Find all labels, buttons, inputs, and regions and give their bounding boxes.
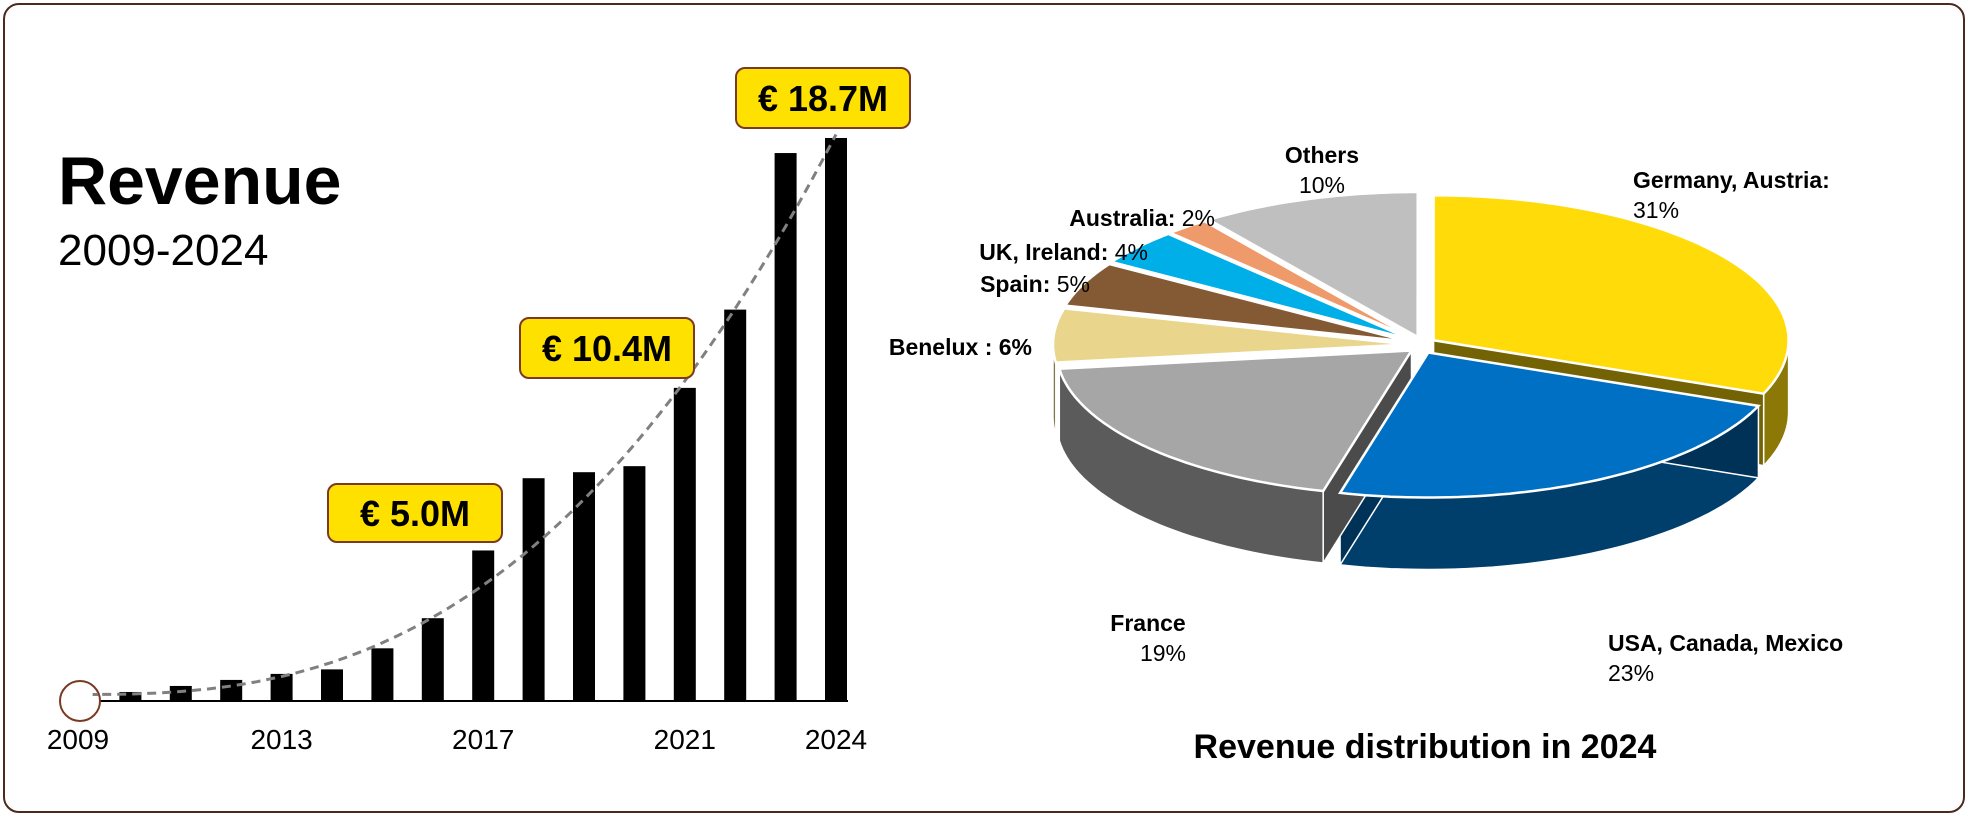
bar-2011 [169, 685, 192, 701]
bar-2022 [724, 309, 747, 701]
pie-slice-1 [1337, 351, 1762, 499]
pie-labels: Germany, Austria: 31% USA, Canada, Mexico 2… [889, 142, 1843, 686]
callout-label: € 10.4M [542, 328, 672, 369]
pie-label-6: Australia: 2% [1069, 205, 1215, 231]
pie-label-3: Benelux : 6% [889, 334, 1032, 360]
pie-slice-3 [1051, 307, 1409, 364]
pie-chart: Germany, Austria: 31% USA, Canada, Mexico 2… [889, 142, 1843, 686]
pie-label-4: Spain: 5% [980, 271, 1090, 297]
pie-label-value: 2% [1182, 205, 1215, 231]
pie-label-name-0: Germany, Austria: [1633, 167, 1830, 193]
bar-chart: 2009 2013 2017 2021 2024 € 5.0M € 10.4M € 18.7M [47, 67, 911, 755]
bar-2013 [270, 673, 293, 701]
x-tick-label-2013: 2013 [250, 724, 312, 755]
pie-slice-6 [1166, 219, 1414, 340]
pie-top-faces [1051, 190, 1790, 499]
pie-slice-0 [1432, 194, 1790, 396]
pie-label-name-1: USA, Canada, Mexico [1608, 630, 1843, 656]
pie-slice-7 [1205, 190, 1419, 340]
bar-2019 [573, 472, 595, 701]
bar-2021 [673, 387, 696, 701]
pie-label-value: 4% [1115, 239, 1148, 265]
pie-label-name-7: Others [1285, 142, 1359, 168]
bar-2010 [119, 691, 142, 701]
pie-label-name: UK, Ireland: [979, 239, 1114, 265]
pie-slice-4 [1063, 262, 1410, 343]
pie-label-value: 5% [1057, 271, 1090, 297]
x-tick-label-2021: 2021 [654, 724, 716, 755]
callout-box [327, 483, 503, 543]
bar-2017 [472, 550, 495, 701]
bar-2012 [220, 679, 243, 701]
pie-label-name: Australia: [1069, 205, 1181, 231]
x-tick-label-2024: 2024 [805, 724, 867, 755]
callout-2020.9: € 10.4M [519, 317, 695, 379]
pie-label-name: Benelux : [889, 334, 999, 360]
pie-label-name: Spain: [980, 271, 1057, 297]
pie-chart-title: Revenue distribution in 2024 [1194, 728, 1657, 766]
callout-box [519, 317, 695, 379]
callout-2024: € 18.7M [735, 67, 911, 129]
pie-slice-5 [1108, 232, 1412, 341]
callout-label: € 18.7M [758, 78, 888, 119]
bar-2020 [623, 466, 646, 701]
bar-2024 [825, 138, 847, 701]
callout-box [735, 67, 911, 129]
pie-label-value-1: 23% [1608, 660, 1654, 686]
pie-label-value-7: 10% [1299, 172, 1345, 198]
bar-chart-subtitle: 2009-2024 [58, 226, 269, 275]
bar-chart-title: Revenue [58, 143, 342, 219]
pie-label-name-2: France [1110, 610, 1185, 636]
x-tick-label-2009: 2009 [47, 724, 109, 755]
bar-2016 [421, 618, 444, 701]
bar-2015 [371, 648, 394, 701]
bar-2014 [321, 669, 343, 701]
pie-label-value-0: 31% [1633, 197, 1679, 223]
bar-2023 [774, 153, 797, 702]
bar-2018 [522, 478, 545, 701]
callout-2016.9: € 5.0M [327, 483, 503, 543]
pie-label-value: 6% [999, 334, 1032, 360]
origin-marker [59, 680, 101, 722]
callout-label: € 5.0M [360, 493, 470, 534]
pie-label-value-2: 19% [1140, 640, 1186, 666]
x-tick-label-2017: 2017 [452, 724, 514, 755]
pie-label-5: UK, Ireland: 4% [979, 239, 1148, 265]
pie-slice-2 [1057, 349, 1414, 493]
